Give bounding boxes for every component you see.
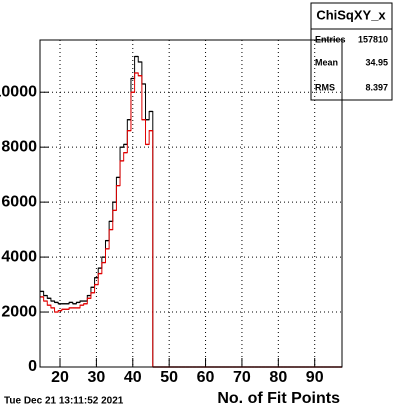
stats-value: 157810: [358, 34, 388, 44]
x-tick-label: 80: [269, 369, 287, 386]
y-tick-label: 6000: [1, 193, 37, 210]
y-tick-label: 4000: [1, 248, 37, 265]
x-tick-label: 40: [124, 369, 142, 386]
x-axis-title: No. of Fit Points: [217, 390, 340, 407]
stats-box: ChiSqXY_x Entries 157810 Mean 34.95 RMS …: [310, 2, 393, 101]
x-tick-label: 90: [306, 369, 324, 386]
y-tick-label: 10000: [0, 83, 37, 100]
stats-label: RMS: [315, 82, 335, 92]
date-stamp: Tue Dec 21 13:11:52 2021: [4, 396, 124, 407]
x-tick-label: 60: [197, 369, 215, 386]
stats-label: Entries: [315, 34, 346, 44]
x-tick-label: 70: [233, 369, 251, 386]
y-tick-label: 8000: [1, 138, 37, 155]
stats-value: 8.397: [365, 82, 388, 92]
stats-value: 34.95: [365, 57, 388, 67]
y-tick-label: 0: [28, 358, 37, 375]
x-tick-label: 30: [87, 369, 105, 386]
x-tick-label: 50: [160, 369, 178, 386]
y-tick-label: 2000: [1, 303, 37, 320]
plot-frame: [39, 39, 343, 368]
stats-title: ChiSqXY_x: [316, 7, 386, 22]
stats-frame: [310, 2, 393, 101]
stats-label: Mean: [315, 57, 338, 67]
x-tick-label: 20: [51, 369, 69, 386]
